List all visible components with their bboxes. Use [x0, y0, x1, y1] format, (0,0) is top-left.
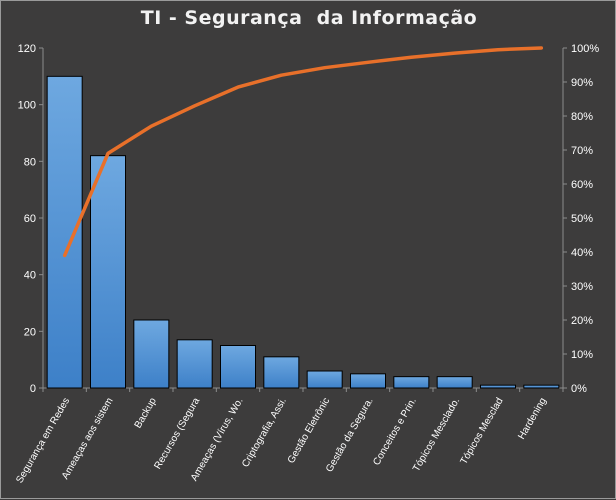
bar [393, 376, 430, 389]
bar [480, 384, 516, 389]
x-category-label: Gestão da Segura. [324, 396, 376, 474]
y2-tick-label: 30% [571, 281, 593, 293]
x-category-label: Conceitos e Prin. [371, 396, 419, 467]
y-tick-label: 80 [24, 156, 36, 168]
y2-tick-label: 90% [571, 77, 593, 89]
y2-tick-label: 70% [571, 145, 593, 157]
bar [350, 373, 386, 389]
bar [46, 75, 83, 389]
x-category-label: Gestão Eletrônic [286, 396, 332, 466]
bar [263, 356, 300, 389]
y2-tick-label: 100% [571, 43, 599, 55]
bar [220, 345, 256, 389]
y-tick-label: 100 [18, 100, 36, 112]
y2-tick-label: 80% [571, 111, 593, 123]
y2-tick-label: 10% [571, 349, 593, 361]
x-category-label: Backup [133, 396, 159, 431]
y2-tick-label: 50% [571, 213, 593, 225]
bar [90, 155, 126, 389]
y2-tick-label: 0% [571, 383, 587, 395]
bar [523, 384, 560, 389]
y-tick-label: 40 [24, 270, 36, 282]
cumulative-line [62, 46, 544, 258]
y-tick-label: 120 [18, 43, 36, 55]
x-category-label: Criptografia, Assi. [240, 396, 289, 469]
x-category-label: Hardening [516, 396, 549, 441]
x-category-label: Tópicos Mesclado. [411, 396, 462, 474]
x-category-label: Ameaças aos sistem [60, 396, 116, 481]
y2-tick-label: 60% [571, 179, 593, 191]
chart-title: TI - Segurança da Informação [140, 7, 478, 29]
y-tick-label: 20 [24, 326, 36, 338]
bar [436, 376, 473, 389]
bar [176, 339, 213, 389]
y-tick-label: 60 [24, 213, 36, 225]
bar [306, 370, 343, 389]
x-category-label: Recursos (Segura [152, 396, 202, 472]
y2-tick-label: 40% [571, 247, 593, 259]
x-category-label: Tópicos Mesclad [459, 396, 506, 466]
y-tick-label: 0 [30, 383, 36, 395]
y2-tick-label: 20% [571, 315, 593, 327]
bar [133, 319, 170, 389]
